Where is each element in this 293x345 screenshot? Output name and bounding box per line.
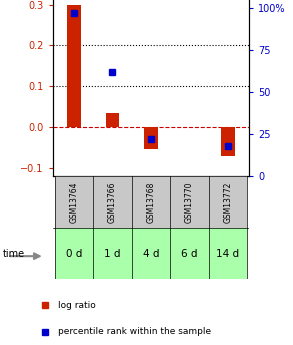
Bar (170, 176, 209, 228)
Bar (106, 113, 119, 127)
Text: 14 d: 14 d (216, 249, 239, 258)
Text: GSM13764: GSM13764 (69, 181, 79, 223)
Bar (55, 176, 93, 228)
Bar (209, 228, 247, 279)
Text: 4 d: 4 d (143, 249, 159, 258)
Text: time: time (3, 249, 25, 258)
Text: percentile rank within the sample: percentile rank within the sample (58, 327, 212, 336)
Bar (132, 176, 170, 228)
Text: log ratio: log ratio (58, 301, 96, 310)
Bar (93, 176, 132, 228)
Bar (67, 5, 81, 127)
Bar (170, 228, 209, 279)
Bar (221, 127, 235, 156)
Text: 0 d: 0 d (66, 249, 82, 258)
Text: 1 d: 1 d (104, 249, 121, 258)
Bar (209, 176, 247, 228)
Bar (93, 228, 132, 279)
Text: GSM13768: GSM13768 (146, 181, 155, 223)
Bar (144, 127, 158, 149)
Bar (55, 228, 93, 279)
Text: GSM13770: GSM13770 (185, 181, 194, 223)
Text: GSM13772: GSM13772 (223, 181, 232, 223)
Text: 6 d: 6 d (181, 249, 198, 258)
Text: GSM13766: GSM13766 (108, 181, 117, 223)
Bar (132, 228, 170, 279)
